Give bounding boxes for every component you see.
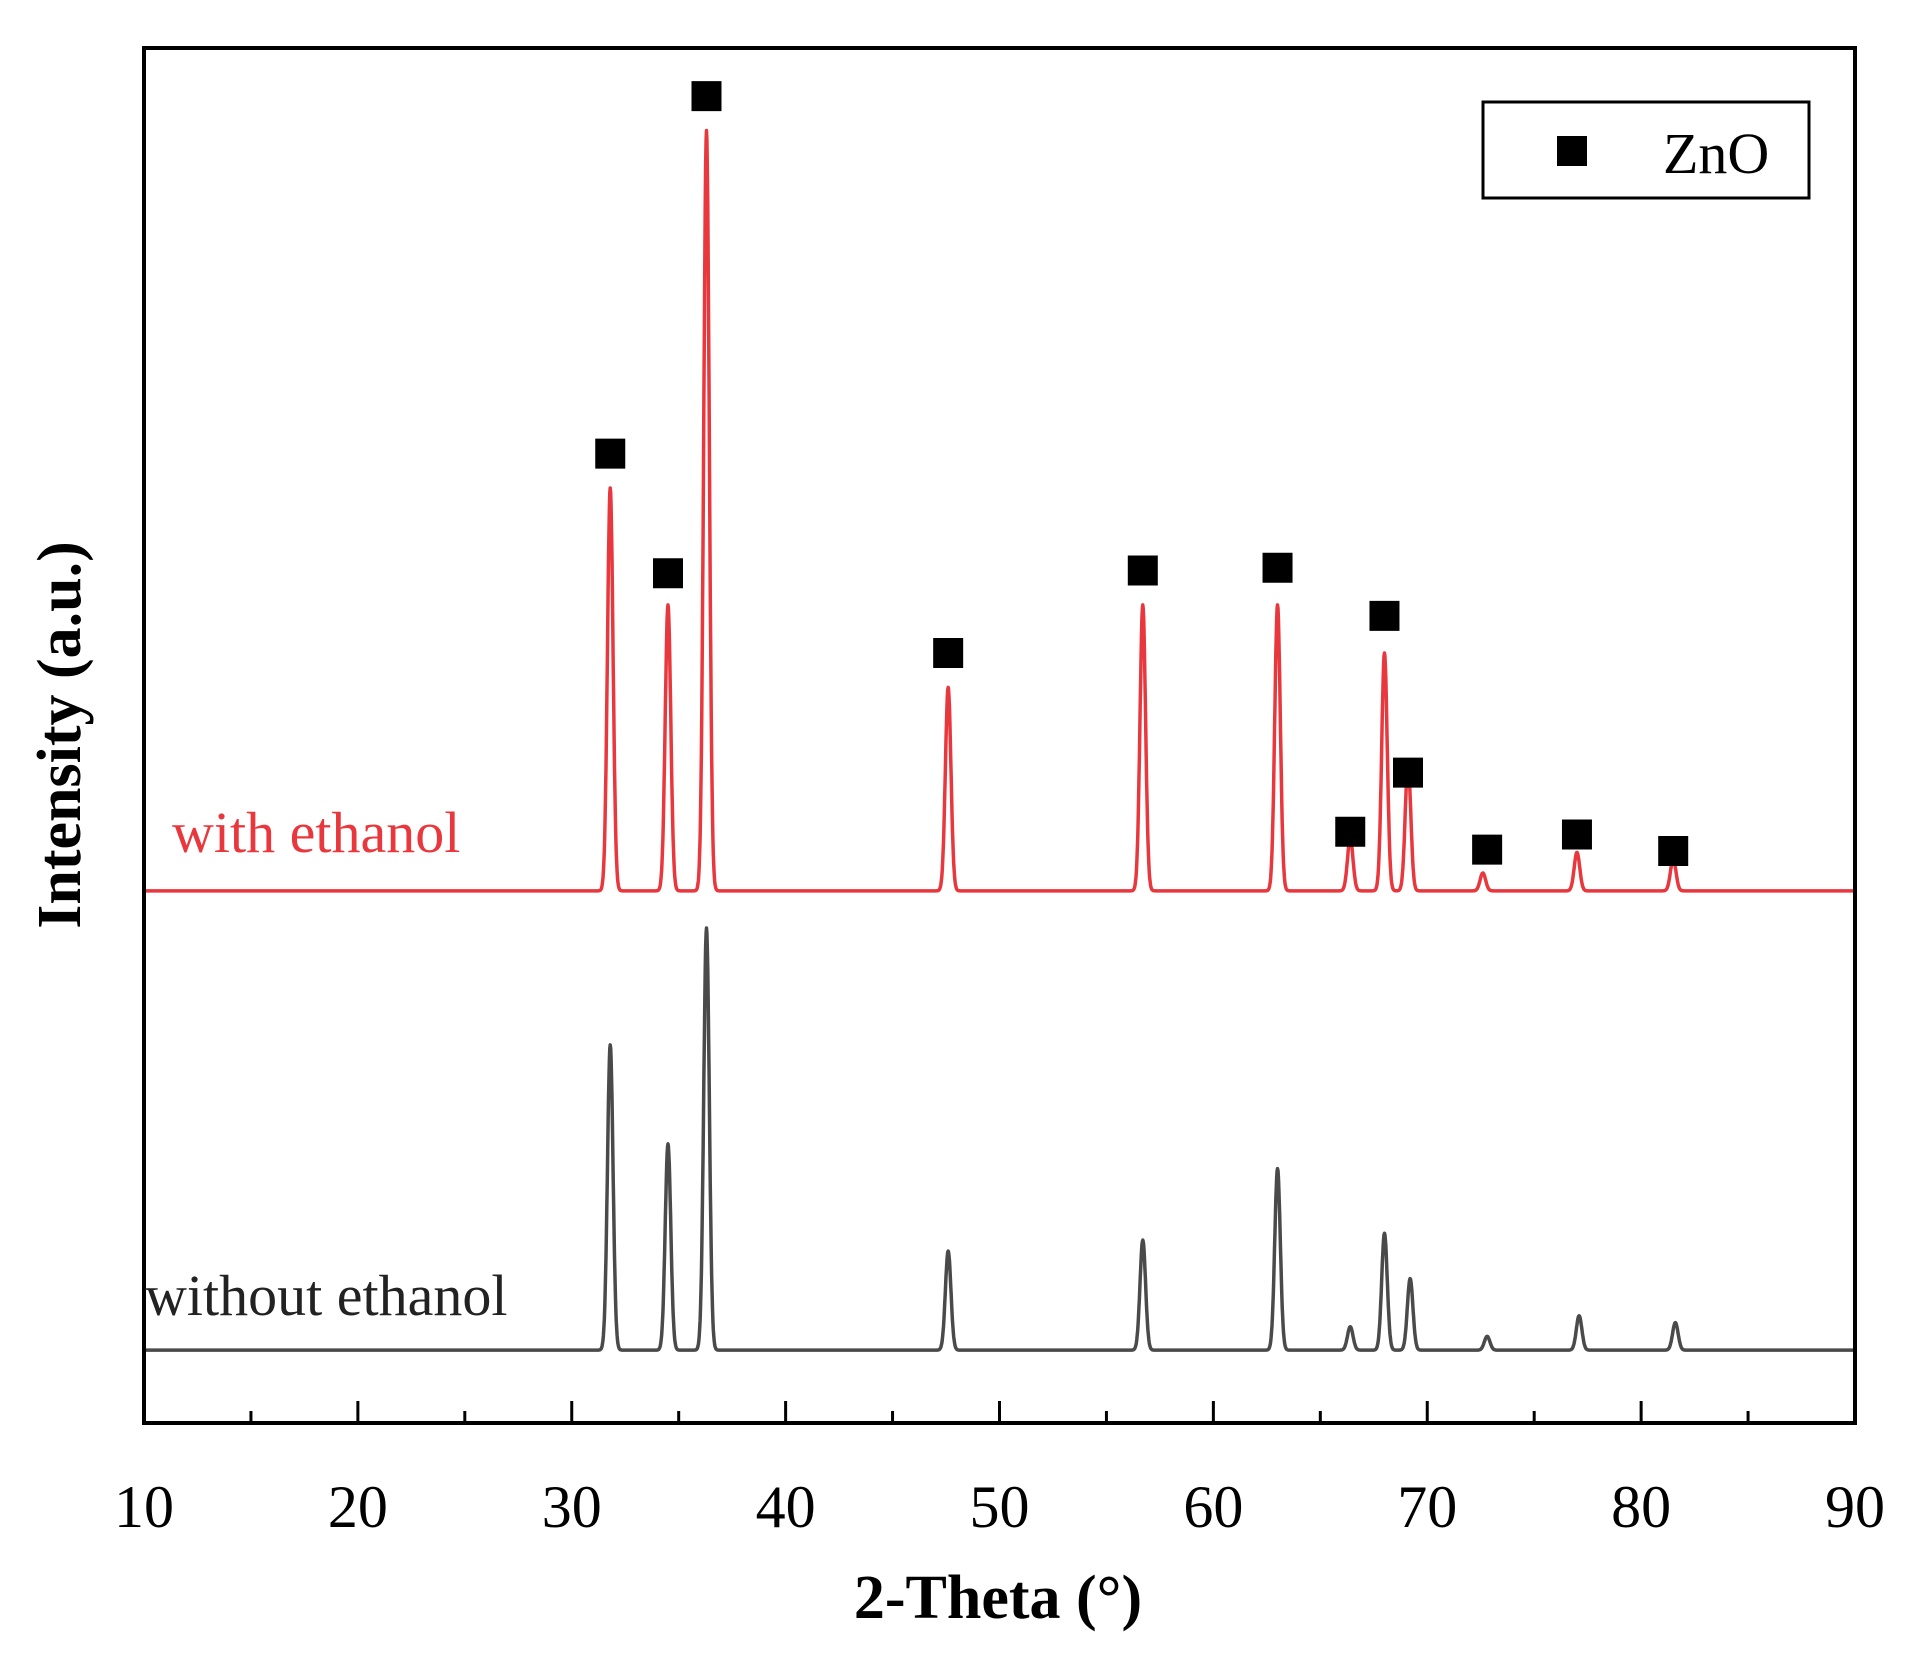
x-tick-label: 60 [1183, 1474, 1243, 1540]
x-tick-label: 80 [1611, 1474, 1671, 1540]
series-layer [142, 128, 1857, 1352]
series-line-with-ethanol [142, 128, 1857, 893]
zno-marker [652, 558, 683, 589]
zno-marker [1369, 600, 1400, 631]
x-tick-label: 40 [756, 1474, 816, 1540]
x-tick-label: 70 [1397, 1474, 1457, 1540]
zno-marker [933, 638, 964, 668]
zno-marker [691, 81, 722, 112]
series-line-without-ethanol [142, 926, 1857, 1352]
x-tick-label: 90 [1825, 1474, 1885, 1540]
series-label-with-ethanol: with ethanol [172, 800, 460, 865]
x-tick-label: 20 [328, 1474, 388, 1540]
legend-label-zno: ZnO [1663, 121, 1769, 186]
legend: ZnO [1481, 100, 1811, 200]
zno-marker [1393, 757, 1424, 788]
zno-marker [1658, 836, 1689, 866]
legend-square-marker-icon [1557, 136, 1587, 166]
x-axis-title: 2-Theta (°) [854, 1564, 1142, 1632]
zno-marker [1335, 816, 1366, 847]
zno-marker [1262, 552, 1293, 583]
zno-marker [1472, 834, 1503, 865]
x-tick-label: 30 [542, 1474, 602, 1540]
marker-layer [595, 81, 1689, 866]
y-axis-title: Intensity (a.u.) [26, 541, 94, 929]
zno-marker [595, 438, 626, 469]
zno-marker [1561, 819, 1592, 850]
series-label-without-ethanol: without ethanol [145, 1263, 507, 1328]
x-tick-label: 10 [114, 1474, 174, 1540]
x-tick-label: 50 [970, 1474, 1030, 1540]
legend-box [1481, 100, 1811, 200]
zno-marker [1127, 555, 1158, 586]
x-axis-ticks: 10 20 30 40 50 60 70 80 90 [114, 1401, 1885, 1540]
